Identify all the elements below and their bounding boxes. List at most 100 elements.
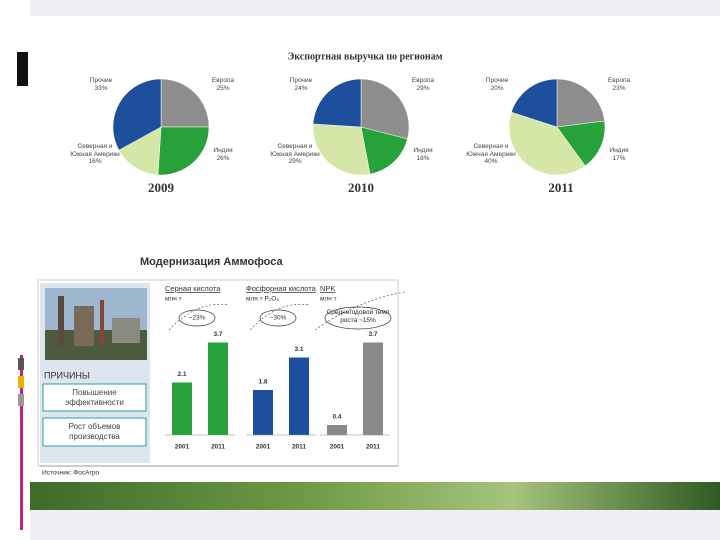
photo [45,288,147,360]
slice-name: Европа [211,77,235,84]
slice-name: Индия [213,147,233,154]
value-label: 3.7 [368,331,377,338]
x-tick-label: 2001 [330,444,345,451]
slice-name: Прочие [89,77,113,84]
bar-chart-title: Фосфорная кислота [246,284,317,293]
section-title: Экспортная выручка по регионам [287,51,442,62]
annotation: Среднегодовой темп роста ~15% [326,309,390,324]
top-band [30,0,720,16]
pie-label-box: Индия 17% [591,147,647,162]
value-label: 2.1 [177,371,186,378]
bar [363,342,383,435]
side-line [20,355,23,530]
pie-label-box: Северная и Южная Америки 29% [267,143,323,166]
pie-label-box: Северная и Южная Америки 16% [67,143,123,166]
slice-value: 18% [416,154,430,162]
slice-value: 23% [612,84,626,92]
unit: млн т [165,296,182,303]
slice-value: 24% [294,84,308,92]
slice-name: Прочие [485,77,509,84]
value-label: 3.1 [294,346,303,353]
reason-box [42,417,147,447]
bar-chart-title: NPK [320,284,335,293]
slice-value: 17% [612,154,626,162]
pie-label-box: Прочие 20% [469,77,525,92]
pie-label-box: Прочие 24% [273,77,329,92]
pie-slice [312,78,362,128]
pie-slice [511,78,558,128]
slice-value: 40% [484,158,498,165]
reason: Повышение эффективности [65,388,124,407]
side-square [18,358,24,370]
reasons-title: ПРИЧИНЫ [44,370,90,380]
slice-value: 26% [216,154,230,162]
pie-label-box: Прочие 33% [73,77,129,92]
pie-label-box: Европа 25% [195,77,251,92]
pie-slice [556,120,606,167]
side-square [18,394,24,406]
slice-name: Прочие [289,77,313,84]
reason: Рост объемов производства [68,422,121,441]
bar [327,425,347,435]
pie-title: 2011 [548,180,573,195]
slice-name: Индия [609,147,629,154]
pie-slice [160,78,210,128]
slice-name: Северная и Южная Америки [466,143,516,158]
annotation-ellipse [324,306,392,330]
slice-name: Северная и Южная Америки [70,143,120,158]
value-label: 1.8 [258,379,267,386]
pie-title: 2009 [148,180,175,195]
x-tick-label: 2011 [366,444,380,451]
bar [208,342,228,435]
annotation: ~23% [189,315,206,322]
pie-label-box: Европа 23% [591,77,647,92]
pie-slice [312,123,371,176]
slice-value: 20% [490,84,504,92]
pie-slice [118,126,162,176]
pie-label-box: Индия 26% [195,147,251,162]
reason-text: Повышение эффективности [65,388,124,407]
pie-label-box: Индия 18% [395,147,451,162]
pie-slice [360,78,410,140]
slice-name: Европа [607,77,631,84]
x-tick-label: 2001 [175,444,190,451]
pie-slice [112,78,162,151]
pie-title: 2010 [348,180,374,195]
x-tick-label: 2001 [256,444,271,451]
pie-slice [157,126,210,176]
x-tick-label: 2011 [292,444,306,451]
slice-name: Северная и Южная Америки [270,143,320,158]
value-label: 3.7 [213,331,222,338]
annotation-arrow [168,303,230,331]
slice-name: Индия [413,147,433,154]
pie-slice [556,78,605,128]
pie-label-box: Европа 29% [395,77,451,92]
annotation-arrow [249,303,311,331]
slice-value: 29% [288,158,302,165]
grass-banner [30,482,720,510]
bar [253,390,273,435]
reason-text: Рост объемов производства [68,422,121,441]
bar [289,357,309,435]
side-square [18,376,24,388]
annotation: ~30% [270,315,287,322]
unit: млн т P₂O₅ [246,296,279,303]
slice-value: 29% [416,84,430,92]
bar-chart-title: Серная кислота [165,284,221,293]
slice-value: 16% [88,158,102,165]
annotation-text: Среднегодовой темп роста ~15% [326,309,390,324]
slice-value: 33% [94,84,108,92]
annotation-arrow [314,291,406,331]
